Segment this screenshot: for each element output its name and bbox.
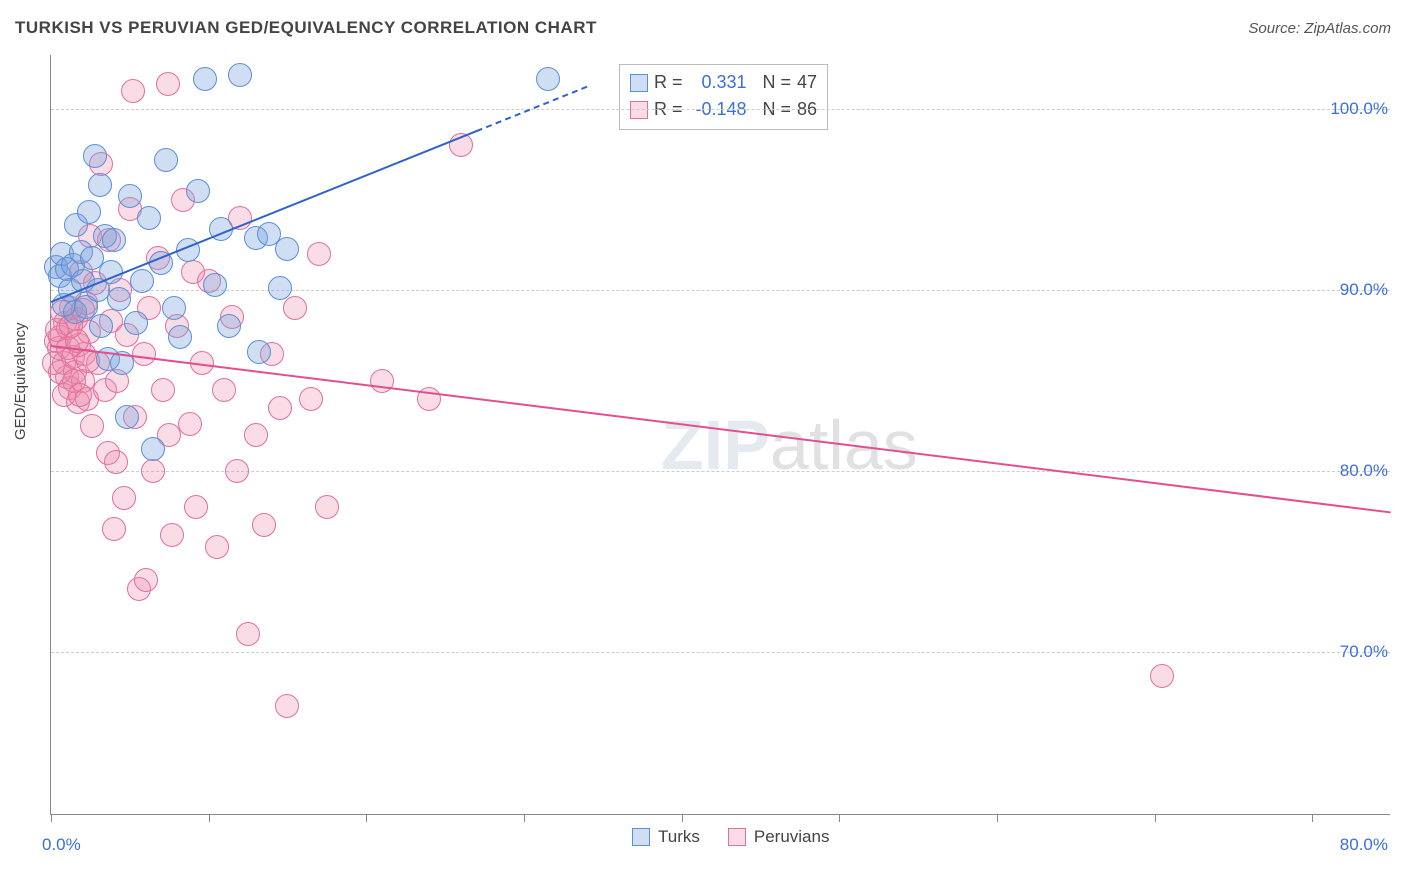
data-point [1150,664,1174,688]
x-tick [524,814,525,822]
data-point [181,260,205,284]
data-point [68,383,92,407]
data-point [83,144,107,168]
series-swatch [728,828,746,846]
data-point [89,314,113,338]
legend-item: Peruvians [728,827,830,847]
data-point [225,459,249,483]
data-point [299,387,323,411]
data-point [112,486,136,510]
data-point [115,405,139,429]
stats-row: R =0.331N =47 [630,69,817,96]
data-point [268,276,292,300]
data-point [137,206,161,230]
data-point [160,523,184,547]
data-point [244,423,268,447]
data-point [102,228,126,252]
series-legend: Turks Peruvians [632,827,829,847]
data-point [315,495,339,519]
x-tick [997,814,998,822]
legend-item: Turks [632,827,700,847]
data-point [203,273,227,297]
gridline [51,109,1390,110]
data-point [124,311,148,335]
data-point [118,184,142,208]
data-point [132,342,156,366]
x-tick [366,814,367,822]
x-tick [209,814,210,822]
scatter-plot-area: ZIPatlas R =0.331N =47R =-0.148N =86 [50,55,1390,815]
data-point [193,67,217,91]
data-point [156,72,180,96]
trend-line [51,130,477,303]
x-axis-end-label: 80.0% [1340,835,1388,855]
data-point [247,340,271,364]
y-tick-label: 100.0% [1330,99,1388,119]
data-point [141,459,165,483]
data-point [107,287,131,311]
data-point [130,269,154,293]
y-tick-label: 90.0% [1340,280,1388,300]
series-swatch [630,74,648,92]
data-point [168,325,192,349]
data-point [217,314,241,338]
data-point [252,513,276,537]
data-point [268,396,292,420]
x-tick [839,814,840,822]
data-point [212,378,236,402]
series-swatch [632,828,650,846]
data-point [186,179,210,203]
gridline [51,652,1390,653]
y-tick-label: 80.0% [1340,461,1388,481]
data-point [236,622,260,646]
data-point [228,63,252,87]
y-tick-label: 70.0% [1340,642,1388,662]
data-point [154,148,178,172]
data-point [283,296,307,320]
data-point [184,495,208,519]
data-point [162,296,186,320]
data-point [307,242,331,266]
gridline [51,290,1390,291]
correlation-stats-box: R =0.331N =47R =-0.148N =86 [619,64,828,130]
data-point [80,414,104,438]
x-tick [682,814,683,822]
x-tick [1155,814,1156,822]
data-point [178,412,202,436]
data-point [134,568,158,592]
x-axis-start-label: 0.0% [42,835,81,855]
chart-title: TURKISH VS PERUVIAN GED/EQUIVALENCY CORR… [15,18,597,38]
gridline [51,471,1390,472]
data-point [88,173,112,197]
watermark: ZIPatlas [661,405,918,485]
data-point [205,535,229,559]
data-point [141,437,165,461]
data-point [104,450,128,474]
data-point [77,200,101,224]
x-tick [51,814,52,822]
y-axis-label: GED/Equivalency [12,322,29,440]
data-point [536,67,560,91]
data-point [275,237,299,261]
data-point [102,517,126,541]
x-tick [1312,814,1313,822]
data-point [121,79,145,103]
data-point [151,378,175,402]
data-point [275,694,299,718]
source-attribution: Source: ZipAtlas.com [1248,20,1391,37]
